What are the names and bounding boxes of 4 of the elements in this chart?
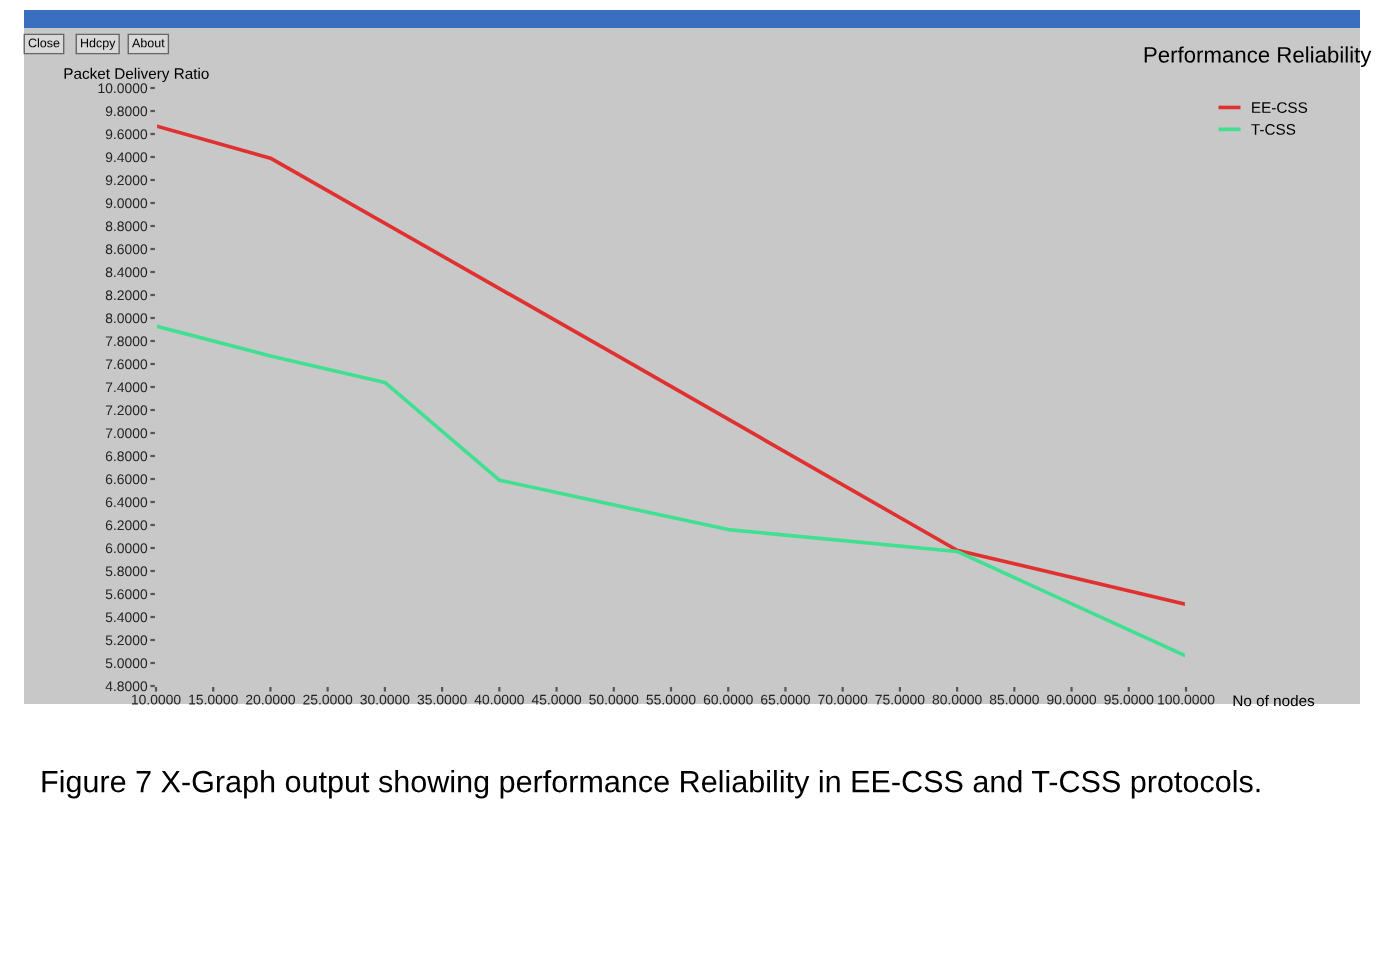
caption: Figure 7 X-Graph output showing performance Reliability in EE-CSS and T-CSS protocols. <box>42 770 1260 799</box>
line-series <box>156 124 1186 607</box>
line-series <box>156 324 1186 658</box>
text: Performance Reliability <box>1144 46 1372 68</box>
